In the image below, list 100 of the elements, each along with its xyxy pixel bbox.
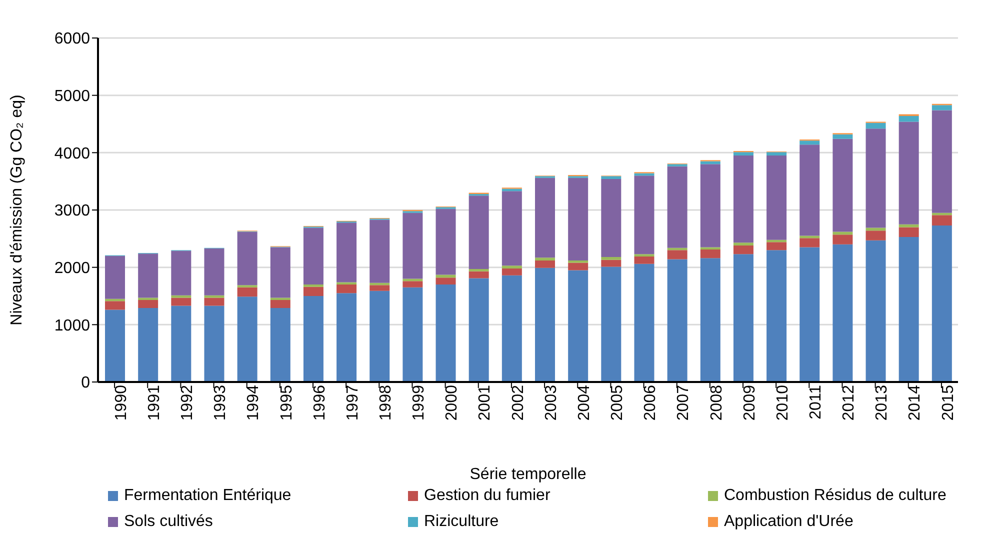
- bar: [733, 246, 754, 254]
- bar: [204, 298, 224, 306]
- bar: [601, 257, 622, 260]
- y-axis-title: Niveaux d'émission (Gg CO₂ eq): [8, 94, 26, 326]
- x-tick-label: 1995: [278, 384, 296, 421]
- bar: [237, 296, 258, 382]
- bar: [800, 140, 820, 145]
- bar: [535, 258, 555, 260]
- x-tick-label: 2007: [675, 384, 692, 421]
- x-tick-label: 2008: [708, 384, 726, 421]
- bar: [502, 266, 522, 268]
- bar: [105, 301, 125, 310]
- bar: [402, 287, 423, 382]
- x-tick-label: 2012: [840, 384, 858, 421]
- bar: [468, 196, 489, 270]
- bar: [535, 178, 555, 258]
- bar: [700, 164, 720, 248]
- x-tick-label: 2009: [741, 384, 758, 421]
- legend-label: Sols cultivés: [124, 513, 213, 531]
- legend-label: Riziculture: [424, 513, 499, 531]
- bar: [336, 222, 357, 282]
- x-tick-label: 2002: [510, 384, 527, 421]
- bar: [336, 284, 357, 294]
- bar: [733, 156, 754, 243]
- bar: [667, 166, 688, 248]
- bar: [535, 268, 555, 382]
- bar: [766, 242, 787, 250]
- bar: [733, 242, 754, 246]
- bar: [898, 122, 919, 224]
- bar: [270, 298, 290, 300]
- bar: [402, 212, 423, 279]
- y-tick-label: 1000: [54, 317, 90, 334]
- bar: [468, 271, 489, 278]
- bar: [204, 306, 224, 382]
- bar: [866, 230, 886, 240]
- bar: [733, 254, 754, 382]
- bar: [436, 284, 456, 382]
- bar: [601, 266, 622, 382]
- bar: [733, 152, 754, 156]
- bar: [832, 138, 853, 232]
- bar: [138, 254, 158, 298]
- bar: [468, 278, 489, 382]
- bar: [634, 264, 654, 382]
- bar: [601, 176, 622, 180]
- bar: [700, 258, 720, 382]
- bar: [370, 220, 390, 283]
- x-tick-label: 2006: [642, 384, 660, 421]
- y-tick-label: 4000: [54, 145, 90, 162]
- bar: [171, 298, 192, 306]
- bar: [832, 134, 853, 139]
- bar: [568, 270, 588, 382]
- x-tick-label: 2011: [808, 384, 825, 420]
- bar: [138, 300, 158, 308]
- bar: [370, 285, 390, 291]
- y-tick-label: 3000: [54, 202, 90, 220]
- bar: [766, 152, 787, 156]
- x-tick-label: 2000: [444, 384, 461, 421]
- x-tick-label: 2003: [542, 384, 560, 421]
- x-tick-label: 1994: [245, 384, 262, 421]
- bar: [568, 262, 588, 270]
- bar: [832, 244, 853, 382]
- legend-label: Fermentation Entérique: [124, 487, 292, 505]
- legend-label: Gestion du fumier: [424, 487, 550, 505]
- x-tick-label: 2013: [874, 384, 891, 421]
- x-tick-label: 1999: [410, 384, 428, 421]
- bar: [634, 256, 654, 264]
- bar: [667, 250, 688, 260]
- x-tick-label: 1993: [212, 384, 230, 421]
- bar: [932, 225, 952, 382]
- bar: [700, 250, 720, 258]
- bar: [866, 122, 886, 129]
- bar: [237, 232, 258, 286]
- x-tick-label: 2010: [774, 384, 792, 421]
- bar: [601, 260, 622, 267]
- x-tick-label: 1996: [311, 384, 328, 421]
- y-tick-label: 0: [81, 374, 90, 392]
- bar: [800, 238, 820, 248]
- bar: [436, 208, 456, 275]
- bar: [502, 268, 522, 276]
- bar: [105, 256, 125, 299]
- bar: [601, 179, 622, 258]
- y-tick-label: 6000: [54, 30, 90, 48]
- bar: [436, 278, 456, 285]
- bar: [171, 250, 192, 296]
- bar: [766, 156, 787, 240]
- bar: [898, 236, 919, 382]
- bar: [667, 259, 688, 382]
- legend-label: Application d'Urée: [724, 513, 854, 531]
- bar: [171, 306, 192, 382]
- bar: [866, 128, 886, 228]
- bar: [105, 310, 125, 382]
- bar: [766, 250, 787, 382]
- x-axis-title: Série temporelle: [470, 466, 586, 483]
- x-tick-label: 1998: [378, 384, 395, 421]
- bar: [204, 248, 224, 296]
- x-tick-label: 2015: [940, 384, 957, 421]
- bar: [866, 240, 886, 382]
- bar: [270, 300, 290, 308]
- bar: [336, 293, 357, 382]
- y-tick-label: 2000: [54, 260, 90, 278]
